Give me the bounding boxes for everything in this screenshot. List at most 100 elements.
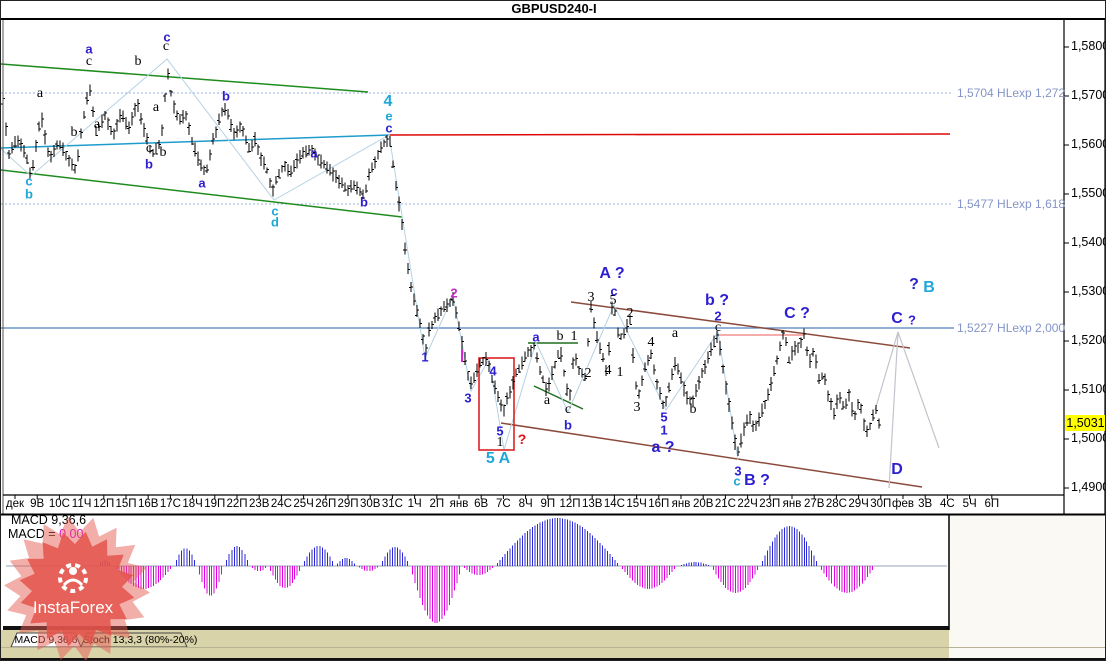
wave-label: 4 [489, 363, 497, 379]
time-axis-label: 22Ч [737, 498, 758, 510]
wave-label: c [145, 141, 153, 156]
time-axis-label: 12П [559, 498, 581, 510]
time-axis-label: 31С [381, 498, 403, 510]
wave-label: D [891, 461, 903, 478]
wave-label: b [360, 194, 368, 210]
price-axis-label: 1,5400 [1071, 235, 1106, 249]
time-axis-label: 21С [714, 498, 736, 510]
wave-label: ? [909, 276, 919, 293]
wave-label: 3 [464, 390, 472, 406]
price-axis-label: 1,5500 [1071, 186, 1106, 200]
wave-label: b ? [705, 292, 729, 309]
wave-label: 5 [609, 293, 617, 308]
wave-label: c [85, 54, 93, 69]
wave-label: c [385, 120, 393, 136]
wave-label: a [198, 175, 206, 191]
time-axis-label: 9П [540, 498, 556, 510]
wave-label: c [25, 173, 33, 189]
time-axis-label: фев [892, 498, 914, 510]
tab-bar-background [1, 630, 949, 658]
macd-histogram [99, 518, 873, 623]
time-axis-label: 23П [759, 498, 781, 510]
price-axis-label: 1,5000 [1071, 431, 1106, 445]
wave-label: 4 [383, 93, 393, 110]
wave-label: 1 [496, 435, 504, 450]
wave-label: 2 [584, 366, 592, 381]
wave-label: c [564, 402, 572, 417]
chart-title: GBPUSD240-I [1, 1, 1105, 20]
macd-value-prefix: MACD = [8, 527, 60, 541]
wave-label: a [310, 145, 318, 161]
wave-label: e [385, 108, 393, 124]
fib-level-label: 1,5227 HLexp 2,000 [957, 321, 1066, 335]
wave-label: B ? [744, 472, 770, 489]
time-axis-label: 8Ч [518, 498, 533, 510]
wave-label: b [556, 329, 564, 344]
wave-label: 4 [647, 335, 655, 350]
wave-label: 2 [450, 285, 458, 301]
time-axis-label: 14С [603, 498, 625, 510]
price-axis-label: 1,5100 [1071, 382, 1106, 396]
time-axis-label: 16П [648, 498, 670, 510]
wave-label: 3 [734, 463, 742, 479]
wave-label: A ? [599, 265, 625, 282]
time-axis-label: янв [782, 498, 802, 510]
wave-label: 2 [626, 306, 634, 321]
price-axis-label: 1,4900 [1071, 480, 1106, 494]
time-axis-label: 15Ч [626, 498, 647, 510]
wave-label: d [271, 214, 279, 230]
macd-value-label: MACD = 0,00 [8, 527, 83, 541]
wave-label: 1 [570, 329, 578, 344]
time-axis-label: 27В [803, 498, 825, 510]
wave-label: b [134, 54, 142, 69]
wave-label: a [543, 393, 551, 408]
time-axis-label: 3В [918, 498, 933, 510]
time-axis-label: 23В [248, 498, 270, 510]
tab-stochastic[interactable]: Stoch 13,3,3 (80%-20%) [83, 634, 198, 646]
wave-label: 1 [660, 422, 668, 438]
wave-label: a ? [651, 439, 675, 456]
time-axis-label: 29Ч [848, 498, 869, 510]
time-axis-label: 26П [315, 498, 337, 510]
wave-label: c [610, 283, 618, 299]
time-axis-label: 15П [115, 498, 137, 510]
wave-label: b [25, 186, 33, 202]
time-axis-label: 30В [359, 498, 381, 510]
wave-label: a [85, 41, 93, 57]
wave-label: 3 [633, 400, 641, 415]
time-axis-label: 5Ч [962, 498, 977, 510]
time-axis-label: 10С [48, 498, 70, 510]
time-axis-label: 1Ч [407, 498, 422, 510]
time-axis-label: 29П [337, 498, 359, 510]
time-axis-label: 6В [474, 498, 489, 510]
price-axis-label: 1,5700 [1071, 88, 1106, 102]
price-axis-label: 1,5300 [1071, 284, 1106, 298]
wave-label: b [689, 402, 697, 417]
wave-label: 5 [660, 409, 668, 425]
bottom-right-panel [949, 515, 1105, 658]
fib-level-label: 1,5477 HLexp 1,618 [957, 197, 1066, 211]
time-axis-label: янв [449, 498, 469, 510]
wave-label: b [145, 156, 153, 172]
time-axis-label: 25Ч [293, 498, 314, 510]
wave-label: B [923, 279, 935, 296]
time-axis-label: дек [5, 498, 25, 510]
wave-label: b [159, 145, 167, 160]
time-axis-label: 17С [159, 498, 181, 510]
time-axis-label: 2П [429, 498, 445, 510]
wave-label: a [152, 100, 160, 115]
time-axis-label: 6П [984, 498, 1000, 510]
wave-label: 1 [616, 365, 624, 380]
time-axis-label: 22П [226, 498, 248, 510]
wave-label: c [271, 203, 279, 219]
macd-indicator-label: MACD 9,36,6 [11, 513, 87, 527]
wave-label: b [70, 125, 78, 140]
time-axis-label: 28С [825, 498, 847, 510]
wave-label: 2 [714, 308, 722, 324]
tab-macd[interactable]: MACD 9,36,6 [14, 634, 78, 646]
time-axis-label: 13В [581, 498, 603, 510]
time-axis-label: 24С [270, 498, 292, 510]
wave-label: C ? [784, 305, 810, 322]
